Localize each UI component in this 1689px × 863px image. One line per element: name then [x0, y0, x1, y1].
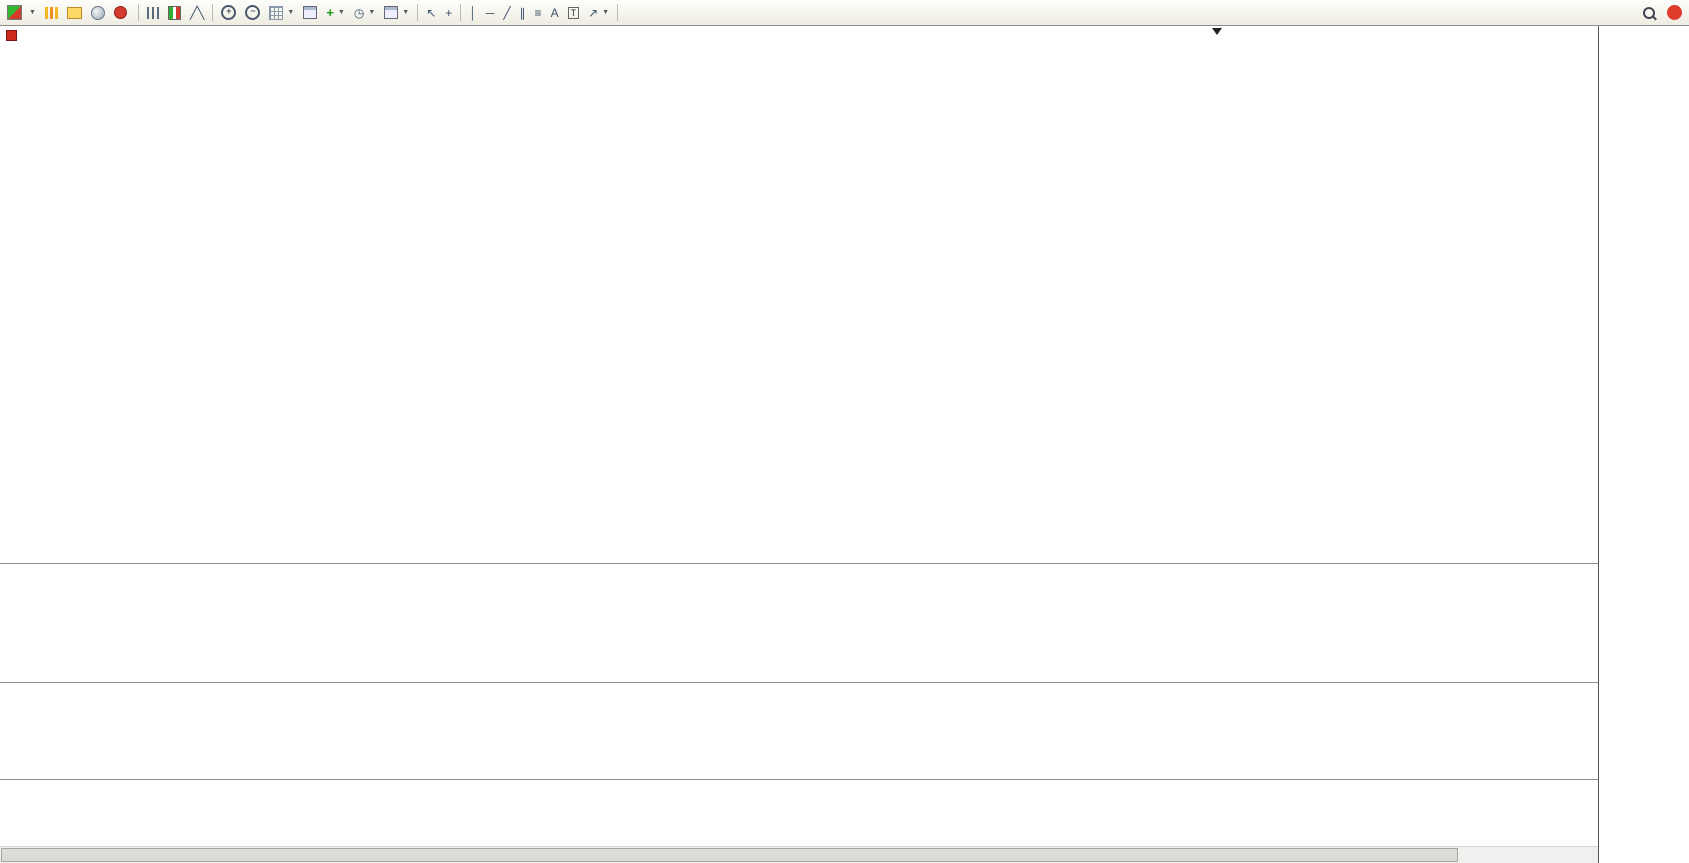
- toolbar-right: [1639, 2, 1686, 23]
- candlestick-chart-button[interactable]: [164, 2, 185, 23]
- zoom-out-icon: −: [245, 5, 261, 20]
- chart-symbol-icon: [6, 30, 17, 41]
- toolbar-separator: [460, 4, 462, 21]
- timeframe-m30-button[interactable]: [655, 2, 665, 23]
- trendline-button[interactable]: ╱: [499, 2, 514, 23]
- time-axis[interactable]: [0, 782, 1598, 802]
- text-label-button[interactable]: T: [564, 2, 584, 23]
- indicator-plus-icon: +: [326, 5, 334, 20]
- crosshair-icon: +: [445, 5, 453, 20]
- chart-window[interactable]: [0, 26, 1689, 863]
- timeframe-h1-button[interactable]: [666, 2, 676, 23]
- periods-button[interactable]: ◷ ▼: [350, 2, 379, 23]
- bar-chart-icon: [146, 6, 159, 19]
- crosshair-button[interactable]: +: [441, 2, 456, 23]
- timeframe-mn-button[interactable]: [710, 2, 720, 23]
- sound-icon: [90, 5, 105, 20]
- toolbar: ▼ ╱╲ + − ▼ + ▼ ◷ ▼ ▼ ↖ + │ ─ ╱ ∥ ≡ A T ↗ ▼: [0, 0, 1689, 26]
- channel-icon: ∥: [519, 5, 526, 20]
- template-icon: [384, 6, 399, 19]
- timeframe-m1-button[interactable]: [622, 2, 632, 23]
- timeframe-m5-button[interactable]: [633, 2, 643, 23]
- notification-badge[interactable]: [1667, 5, 1682, 20]
- chevron-down-icon: ▼: [287, 9, 295, 16]
- search-icon: [1643, 6, 1655, 19]
- new-order-icon: [7, 5, 22, 20]
- tile-windows-button[interactable]: ▼: [265, 2, 298, 23]
- rsi-panel-canvas[interactable]: [0, 683, 1598, 779]
- text-icon: A: [550, 5, 559, 20]
- chart-shift-marker-icon[interactable]: [1212, 28, 1222, 35]
- arrow-object-icon: ↗: [588, 5, 599, 20]
- fibonacci-icon: ≡: [534, 5, 542, 20]
- charts-menu-button[interactable]: [41, 2, 62, 23]
- panel-separator[interactable]: [0, 779, 1689, 780]
- timeframe-m15-button[interactable]: [644, 2, 654, 23]
- indicators-button[interactable]: + ▼: [322, 2, 349, 23]
- horizontal-line-button[interactable]: ─: [482, 2, 499, 23]
- vertical-line-icon: │: [469, 5, 477, 20]
- macd-panel-canvas[interactable]: [0, 564, 1598, 682]
- alerts-button[interactable]: [87, 2, 109, 23]
- text-label-icon: T: [567, 6, 580, 19]
- candlestick-icon: [167, 5, 181, 20]
- main-chart-canvas[interactable]: [0, 26, 1598, 563]
- templates-button[interactable]: ▼: [380, 2, 413, 23]
- line-chart-icon: ╱╲: [189, 5, 205, 20]
- toolbar-separator: [617, 4, 619, 21]
- autotrading-button[interactable]: [110, 2, 134, 23]
- horizontal-line-icon: ─: [485, 5, 495, 20]
- chevron-down-icon: ▼: [368, 9, 376, 16]
- bar-chart-colored-icon: [44, 6, 58, 19]
- toolbar-separator: [137, 4, 139, 21]
- tile-windows-icon: [269, 5, 284, 20]
- timeframe-w1-button[interactable]: [699, 2, 709, 23]
- timeframe-h4-button[interactable]: [677, 2, 687, 23]
- chevron-down-icon: ▼: [29, 9, 36, 16]
- zoom-in-icon: +: [221, 5, 237, 20]
- trendline-icon: ╱: [503, 5, 511, 20]
- chevron-down-icon: ▼: [402, 9, 410, 16]
- toolbar-separator: [417, 4, 419, 21]
- line-chart-button[interactable]: ╱╲: [186, 2, 208, 23]
- cursor-arrow-icon: ↖: [426, 5, 437, 20]
- timeframe-d1-button[interactable]: [688, 2, 698, 23]
- arrows-button[interactable]: ↗ ▼: [584, 2, 613, 23]
- zoom-out-button[interactable]: −: [241, 2, 264, 23]
- autotrading-icon: [113, 6, 127, 19]
- chevron-down-icon: ▼: [337, 9, 345, 16]
- new-chart-button[interactable]: [299, 2, 321, 23]
- chevron-down-icon: ▼: [602, 9, 610, 16]
- folder-icon: [66, 6, 82, 19]
- scrollbar-thumb[interactable]: [1, 848, 1458, 862]
- equidistant-channel-button[interactable]: ∥: [516, 2, 530, 23]
- panel-separator[interactable]: [0, 682, 1689, 683]
- new-order-button[interactable]: ▼: [3, 2, 40, 23]
- vertical-line-button[interactable]: │: [465, 2, 481, 23]
- zoom-in-button[interactable]: +: [217, 2, 240, 23]
- chart-title-bar: [6, 30, 22, 41]
- clock-icon: ◷: [353, 5, 365, 20]
- profiles-button[interactable]: [63, 2, 86, 23]
- fibonacci-button[interactable]: ≡: [531, 2, 546, 23]
- window-icon: [303, 6, 318, 19]
- panel-separator[interactable]: [0, 563, 1689, 564]
- text-button[interactable]: A: [547, 2, 563, 23]
- bar-chart-button[interactable]: [143, 2, 163, 23]
- horizontal-scrollbar[interactable]: [0, 846, 1689, 863]
- price-axis[interactable]: [1598, 26, 1689, 863]
- search-button[interactable]: [1639, 2, 1659, 23]
- toolbar-separator: [212, 4, 214, 21]
- cursor-button[interactable]: ↖: [422, 2, 440, 23]
